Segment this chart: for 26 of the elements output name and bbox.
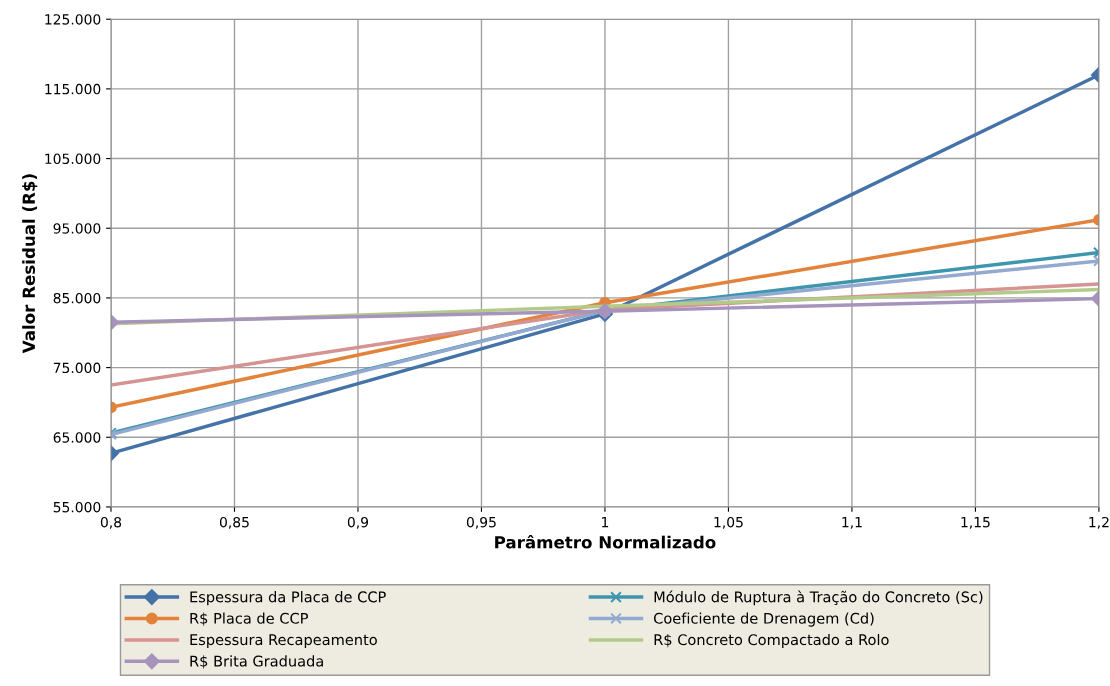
x-tick-label: 1 [602, 517, 609, 528]
y-tick-label: 65.000 [53, 432, 101, 443]
y-tick-label: 75.000 [53, 362, 101, 374]
legend-label: Espessura da Placa de CCP [190, 591, 386, 606]
y-axis-title: Valor Residual (R$) [22, 174, 38, 354]
x-tick-label: 1,15 [961, 517, 990, 529]
legend-label: R$ Brita Graduada [190, 655, 323, 669]
legend-label: R$ Concreto Compactado a Rolo [654, 633, 889, 649]
x-tick-label: 0,95 [466, 516, 496, 529]
x-axis-title: Parâmetro Normalizado [495, 535, 716, 549]
x-tick-label: 1,2 [1089, 516, 1109, 529]
legend-label: Espessura Recapeamento [190, 634, 377, 649]
legend-label: R$ Placa de CCP [190, 612, 308, 626]
x-tick-label: 0,8 [100, 516, 122, 529]
y-tick-label: 85.000 [53, 292, 101, 304]
x-tick-label: 0,9 [347, 516, 369, 529]
y-tick-label: 55.000 [53, 501, 101, 513]
x-tick-label: 1,1 [842, 517, 862, 529]
y-tick-label: 105.000 [45, 153, 101, 165]
x-tick-label: 0,85 [219, 516, 249, 529]
y-tick-label: 125.000 [45, 14, 101, 25]
legend-label: Módulo de Ruptura à Tração do Concreto (Sc) [654, 590, 983, 606]
x-tick-label: 1,05 [714, 516, 743, 529]
y-tick-label: 115.000 [45, 83, 101, 95]
legend-label: Coeficiente de Drenagem (Cd) [653, 612, 874, 627]
y-tick-label: 95.000 [53, 223, 101, 234]
